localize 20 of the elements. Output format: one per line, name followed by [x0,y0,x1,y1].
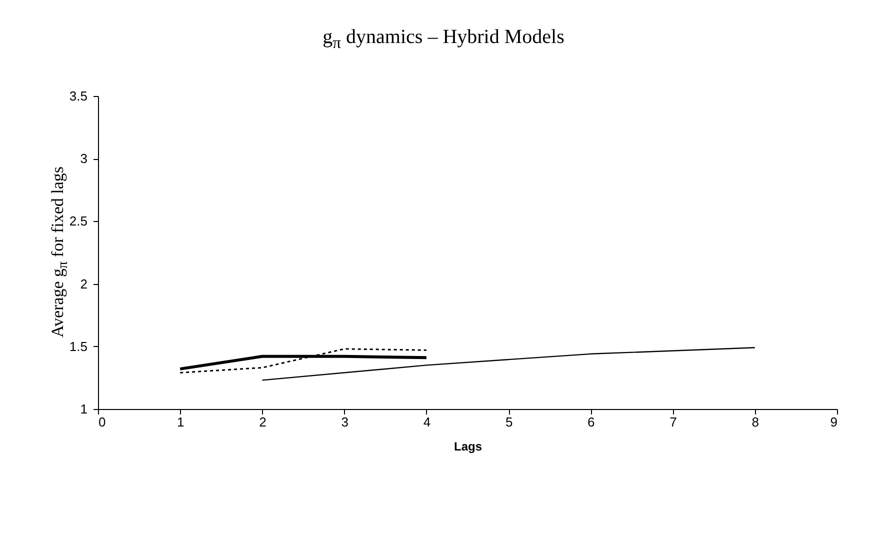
x-tick-label: 3 [341,414,348,430]
line-series [179,348,428,374]
x-axis-title: Lags [454,440,482,454]
x-tick-label: 7 [670,414,677,430]
x-tick-label: 0 [98,414,106,430]
line-series [262,347,756,381]
x-tick-label: 4 [423,414,431,430]
x-tick-label: 2 [259,414,266,430]
y-tick-label: 3 [80,151,88,166]
x-tick-label: 5 [505,414,513,430]
y-tick-label: 2 [80,276,88,292]
x-tick-label: 8 [752,414,760,430]
x-tick-label: 6 [588,414,595,430]
y-tick-label: 1.5 [69,338,88,354]
x-tick-label: 9 [830,414,838,430]
y-tick-label: 1 [80,402,88,416]
y-tick-label: 3.5 [69,88,88,104]
y-tick-label: 2.5 [69,214,88,229]
x-tick-label: 1 [176,414,184,430]
chart-title: g$_{π}$ dynamics – Hybrid Models [322,26,566,53]
